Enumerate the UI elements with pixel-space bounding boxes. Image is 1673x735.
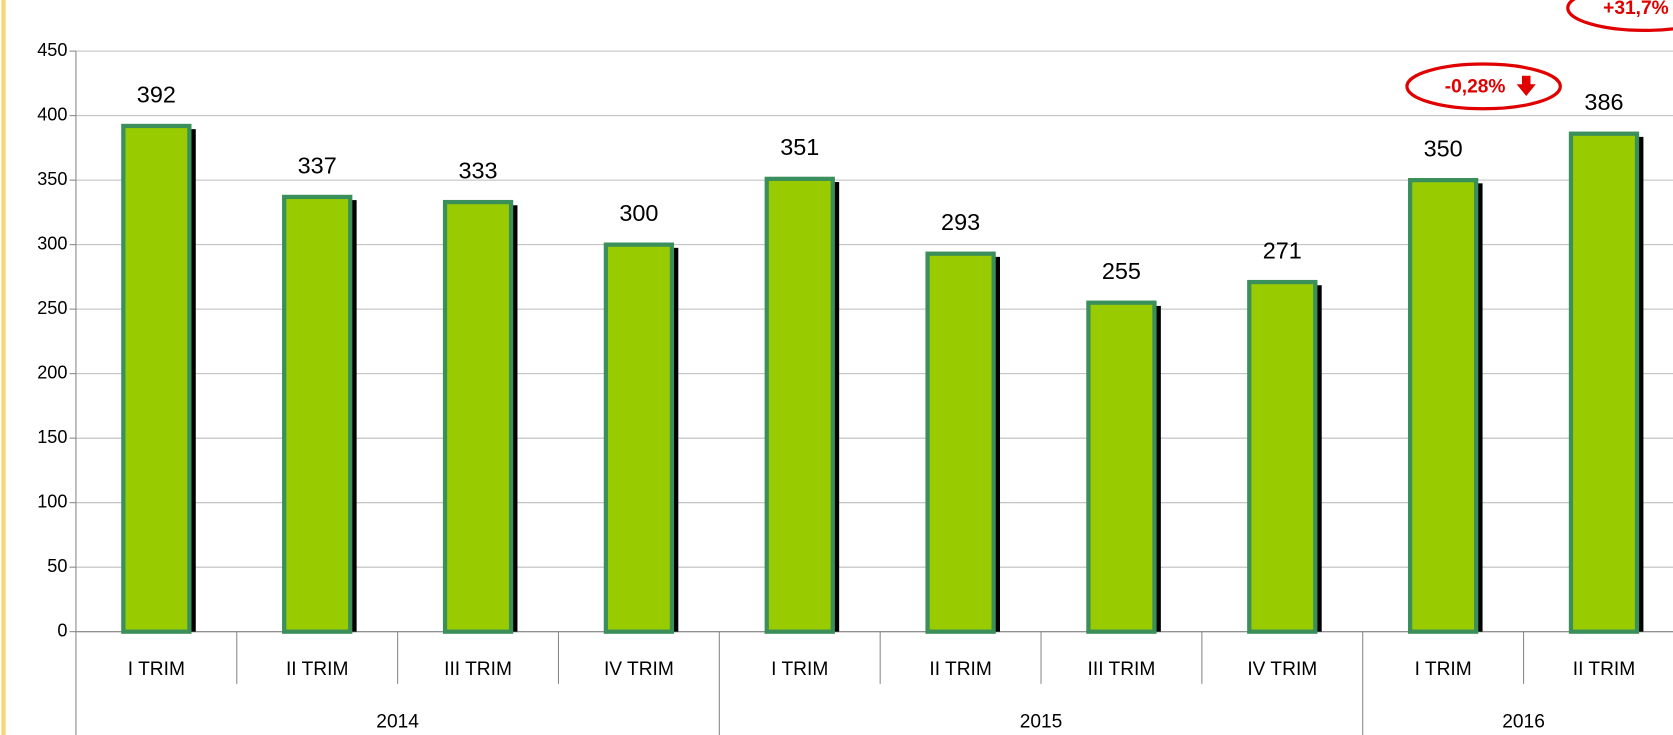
y-tick-label: 300 <box>37 233 67 253</box>
bar <box>764 176 835 634</box>
value-label: 271 <box>1263 237 1302 263</box>
y-tick-label: 250 <box>37 298 67 318</box>
y-tick-label: 400 <box>37 104 67 124</box>
value-label: 255 <box>1102 258 1141 284</box>
annotation-ellipse <box>1566 0 1673 32</box>
y-tick-label: 350 <box>37 169 67 189</box>
y-tick-label: 100 <box>37 491 67 511</box>
x-tick-label: IV TRIM <box>604 659 674 680</box>
bar <box>1568 131 1640 634</box>
x-tick-label: III TRIM <box>1088 659 1156 680</box>
bar <box>1086 300 1157 634</box>
x-tick-label: II TRIM <box>286 659 348 680</box>
y-tick-label: 150 <box>37 427 67 447</box>
annotation: -0,28% <box>1445 77 1506 98</box>
bar <box>121 123 192 634</box>
group-label: 2016 <box>1502 711 1545 732</box>
y-tick-label: 200 <box>37 362 67 382</box>
x-tick-label: II TRIM <box>1573 659 1635 680</box>
x-tick-label: I TRIM <box>128 659 185 680</box>
y-tick-label: 450 <box>37 40 67 60</box>
group-label: 2015 <box>1020 711 1063 732</box>
bar <box>1247 279 1318 634</box>
value-label: 300 <box>619 200 658 226</box>
x-tick-label: II TRIM <box>929 659 991 680</box>
annotation-ellipse <box>1405 62 1562 111</box>
bar <box>282 194 353 634</box>
value-label: 337 <box>298 152 337 178</box>
value-label: 350 <box>1424 136 1463 162</box>
x-tick-label: III TRIM <box>444 659 512 680</box>
x-tick-label: I TRIM <box>1415 659 1472 680</box>
bar <box>442 199 514 634</box>
left-strip <box>1 0 6 735</box>
x-tick-label: I TRIM <box>771 659 828 680</box>
value-label: 392 <box>137 81 176 107</box>
annotation: +31,7% <box>1603 0 1669 19</box>
bar <box>925 251 996 634</box>
value-label: 333 <box>459 157 498 183</box>
y-tick-label: 0 <box>57 620 67 640</box>
x-tick-label: IV TRIM <box>1247 659 1317 680</box>
value-label: 351 <box>780 134 819 160</box>
annotation-arrow <box>1516 75 1536 96</box>
bar <box>603 242 675 634</box>
y-tick-label: 50 <box>47 556 67 576</box>
group-label: 2014 <box>376 711 419 732</box>
value-label: 386 <box>1584 89 1623 115</box>
value-label: 293 <box>941 209 980 235</box>
bar <box>1407 178 1479 634</box>
